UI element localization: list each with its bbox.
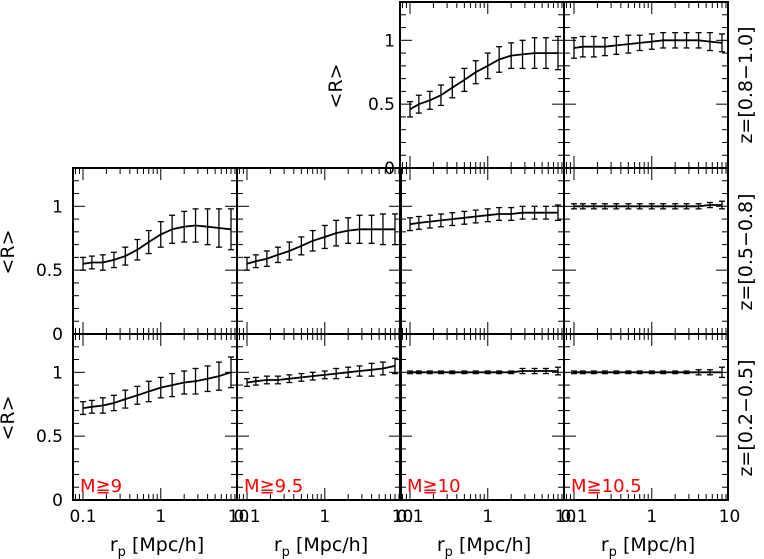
y-tick-label: 0.5 xyxy=(368,95,395,115)
panel-frame xyxy=(563,1,729,169)
y-axis-title: <R> xyxy=(325,63,347,108)
series-line xyxy=(409,211,558,226)
panel-r2-c3: M≧10.5 xyxy=(563,333,729,501)
redshift-bin-label: z=[0.5−0.8] xyxy=(735,193,757,310)
panel-frame xyxy=(563,333,729,501)
x-tick-label: 0.1 xyxy=(560,507,587,527)
panel-r1-c0 xyxy=(72,167,238,335)
y-tick-label: 0 xyxy=(52,491,63,511)
x-tick-label: 1 xyxy=(319,507,330,527)
y-tick-label: 0 xyxy=(384,159,395,179)
panel-r1-c1 xyxy=(236,167,402,335)
series-line xyxy=(410,370,558,374)
y-tick-label: 1 xyxy=(52,363,63,383)
panel-frame xyxy=(399,167,565,335)
x-tick-label: 1 xyxy=(155,507,166,527)
mass-threshold-label: M≧9 xyxy=(80,476,122,497)
error-bar xyxy=(244,378,250,388)
panel-r2-c2: M≧10 xyxy=(399,333,565,501)
panel-r0-c2 xyxy=(399,1,565,169)
panel-r0-c3 xyxy=(563,1,729,169)
panel-frame xyxy=(72,167,238,335)
x-tick-label: 0.1 xyxy=(233,507,260,527)
x-tick-label: 1 xyxy=(646,507,657,527)
x-axis-title: rp [Mpc/h] xyxy=(437,534,531,559)
series-line xyxy=(246,365,396,384)
series-line xyxy=(573,39,723,49)
series-line xyxy=(82,224,232,265)
x-tick-label: 10 xyxy=(719,507,741,527)
panel-frame xyxy=(399,1,565,169)
panel-frame xyxy=(236,167,402,335)
y-tick-label: 0 xyxy=(52,325,63,345)
panel-r2-c1: M≧9.5 xyxy=(236,333,402,501)
x-axis-title: rp [Mpc/h] xyxy=(601,534,695,559)
y-axis-title: <R> xyxy=(0,229,19,274)
mass-threshold-label: M≧10.5 xyxy=(571,476,642,497)
panel-r1-c2 xyxy=(399,167,565,335)
x-tick-label: 10 xyxy=(555,507,577,527)
redshift-bin-label: z=[0.8−1.0] xyxy=(735,26,757,143)
y-tick-label: 0.5 xyxy=(36,261,63,281)
panel-frame xyxy=(563,167,729,335)
series-line xyxy=(409,52,558,111)
x-tick-label: 0.1 xyxy=(69,507,96,527)
y-tick-label: 1 xyxy=(384,31,395,51)
y-tick-label: 0.5 xyxy=(36,427,63,447)
y-tick-label: 1 xyxy=(52,197,63,217)
x-axis-title: rp [Mpc/h] xyxy=(110,534,204,559)
panel-r2-c0: M≧9 xyxy=(72,333,238,501)
series-line xyxy=(246,228,395,265)
series-line xyxy=(82,371,232,409)
x-axis-title: rp [Mpc/h] xyxy=(274,534,368,559)
x-tick-label: 0.1 xyxy=(396,507,423,527)
x-tick-label: 10 xyxy=(228,507,250,527)
y-axis-title: <R> xyxy=(0,395,19,440)
panel-r1-c3 xyxy=(563,167,729,335)
x-tick-label: 1 xyxy=(482,507,493,527)
series-line xyxy=(574,204,722,208)
x-tick-label: 10 xyxy=(392,507,414,527)
mass-threshold-label: M≧9.5 xyxy=(244,476,303,497)
redshift-bin-label: z=[0.2−0.5] xyxy=(735,359,757,476)
mass-threshold-label: M≧10 xyxy=(407,476,461,497)
